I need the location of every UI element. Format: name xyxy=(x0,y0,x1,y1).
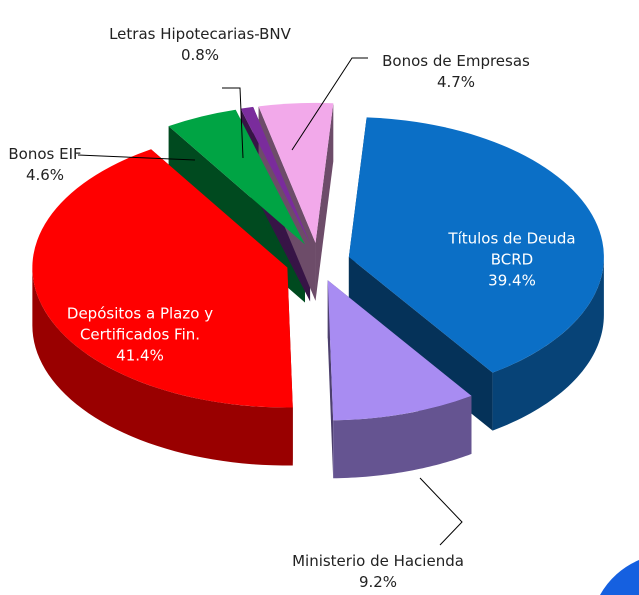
slice-label: Bonos de Empresas 4.7% xyxy=(356,51,556,93)
slice xyxy=(168,109,305,245)
slice-cut-face xyxy=(315,103,334,301)
tops xyxy=(32,102,604,421)
slice xyxy=(327,280,472,421)
leaders xyxy=(77,57,463,546)
slice-label: Títulos de Deuda BCRD 39.4% xyxy=(437,229,587,292)
value-label: 39.4% xyxy=(488,271,536,290)
slice-side xyxy=(492,256,604,431)
category-name: Ministerio de Hacienda xyxy=(292,552,464,570)
value-label: 9.2% xyxy=(358,573,398,591)
value-label: 0.8% xyxy=(180,46,220,64)
slice-label: Letras Hipotecarias-BNV 0.8% xyxy=(108,24,293,66)
value-label: 4.6% xyxy=(25,166,65,184)
slice xyxy=(240,106,311,244)
leader-line xyxy=(419,477,463,546)
leader-line xyxy=(222,87,244,159)
slice-side xyxy=(333,395,472,479)
leader-line xyxy=(77,154,196,161)
category-name: Títulos de Deuda BCRD xyxy=(448,229,576,269)
corner-decoration xyxy=(600,560,639,595)
value-label: 41.4% xyxy=(116,346,164,365)
slice-label: Ministerio de Hacienda 9.2% xyxy=(258,551,498,593)
slice xyxy=(348,117,604,373)
value-label: 4.7% xyxy=(436,73,476,91)
slice-cut-face xyxy=(327,280,334,479)
slice-label: Bonos EIF 4.6% xyxy=(0,144,90,186)
leader-line xyxy=(291,57,368,151)
category-name: Bonos de Empresas xyxy=(382,52,530,70)
slice xyxy=(32,149,293,408)
slice-label: Depósitos a Plazo y Certificados Fin. 41.… xyxy=(40,304,240,367)
category-name: Bonos EIF xyxy=(8,145,82,163)
category-name: Depósitos a Plazo y Certificados Fin. xyxy=(66,304,214,344)
slice-side xyxy=(32,267,293,466)
category-name: Letras Hipotecarias-BNV xyxy=(109,25,291,43)
slice xyxy=(258,102,334,243)
